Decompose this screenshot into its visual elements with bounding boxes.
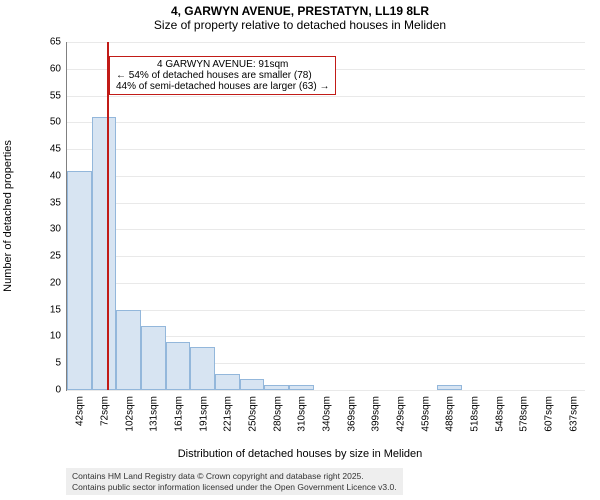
x-tick-label: 369sqm bbox=[344, 396, 357, 432]
x-tick-label: 102sqm bbox=[122, 396, 135, 432]
y-tick-label: 45 bbox=[50, 144, 67, 155]
gridline bbox=[67, 203, 585, 204]
footer-line2: Contains public sector information licen… bbox=[72, 482, 397, 493]
y-tick-label: 60 bbox=[50, 63, 67, 74]
y-tick-label: 10 bbox=[50, 331, 67, 342]
x-tick-label: 488sqm bbox=[443, 396, 456, 432]
annotation-line: 44% of semi-detached houses are larger (… bbox=[116, 81, 329, 92]
y-tick-label: 0 bbox=[55, 385, 67, 396]
x-tick-label: 429sqm bbox=[394, 396, 407, 432]
histogram-bar bbox=[190, 347, 215, 390]
x-tick-label: 72sqm bbox=[98, 396, 111, 426]
y-tick-label: 5 bbox=[55, 358, 67, 369]
histogram-bar bbox=[437, 385, 462, 390]
footer: Contains HM Land Registry data © Crown c… bbox=[66, 468, 403, 495]
x-tick-label: 280sqm bbox=[270, 396, 283, 432]
chart-title-line1: 4, GARWYN AVENUE, PRESTATYN, LL19 8LR bbox=[0, 4, 600, 18]
gridline bbox=[67, 42, 585, 43]
gridline bbox=[67, 96, 585, 97]
y-tick-label: 30 bbox=[50, 224, 67, 235]
x-tick-label: 161sqm bbox=[172, 396, 185, 432]
x-axis-label: Distribution of detached houses by size … bbox=[0, 448, 600, 460]
histogram-bar bbox=[240, 379, 265, 390]
x-tick-label: 340sqm bbox=[320, 396, 333, 432]
histogram-bar bbox=[166, 342, 191, 390]
y-tick-label: 15 bbox=[50, 304, 67, 315]
histogram-bar bbox=[116, 310, 141, 390]
histogram-bar bbox=[264, 385, 289, 390]
gridline bbox=[67, 229, 585, 230]
x-tick-label: 310sqm bbox=[295, 396, 308, 432]
x-tick-label: 578sqm bbox=[517, 396, 530, 432]
x-tick-label: 548sqm bbox=[492, 396, 505, 432]
gridline bbox=[67, 149, 585, 150]
gridline bbox=[67, 176, 585, 177]
annotation-box: 4 GARWYN AVENUE: 91sqm← 54% of detached … bbox=[109, 56, 336, 95]
histogram-bar bbox=[92, 117, 117, 390]
y-axis-label: Number of detached properties bbox=[2, 140, 14, 292]
gridline bbox=[67, 256, 585, 257]
gridline bbox=[67, 283, 585, 284]
x-tick-label: 459sqm bbox=[418, 396, 431, 432]
annotation-line: ← 54% of detached houses are smaller (78… bbox=[116, 70, 329, 81]
histogram-bar bbox=[67, 171, 92, 391]
gridline bbox=[67, 310, 585, 311]
histogram-bar bbox=[141, 326, 166, 390]
chart-title-line2: Size of property relative to detached ho… bbox=[0, 18, 600, 32]
x-tick-label: 607sqm bbox=[542, 396, 555, 432]
y-tick-label: 35 bbox=[50, 197, 67, 208]
x-tick-label: 131sqm bbox=[147, 396, 160, 432]
x-tick-label: 637sqm bbox=[566, 396, 579, 432]
annotation-line: 4 GARWYN AVENUE: 91sqm bbox=[116, 59, 329, 70]
plot-area: 0510152025303540455055606542sqm72sqm102s… bbox=[66, 42, 585, 391]
footer-line1: Contains HM Land Registry data © Crown c… bbox=[72, 471, 397, 482]
histogram-bar bbox=[215, 374, 240, 390]
gridline bbox=[67, 122, 585, 123]
x-tick-label: 221sqm bbox=[221, 396, 234, 432]
x-tick-label: 399sqm bbox=[369, 396, 382, 432]
histogram-bar bbox=[289, 385, 314, 390]
y-tick-label: 40 bbox=[50, 170, 67, 181]
y-tick-label: 50 bbox=[50, 117, 67, 128]
y-tick-label: 65 bbox=[50, 37, 67, 48]
gridline bbox=[67, 390, 585, 391]
x-tick-label: 518sqm bbox=[468, 396, 481, 432]
y-tick-label: 25 bbox=[50, 251, 67, 262]
y-tick-label: 55 bbox=[50, 90, 67, 101]
x-tick-label: 250sqm bbox=[246, 396, 259, 432]
y-tick-label: 20 bbox=[50, 277, 67, 288]
x-tick-label: 191sqm bbox=[196, 396, 209, 432]
x-tick-label: 42sqm bbox=[73, 396, 86, 426]
